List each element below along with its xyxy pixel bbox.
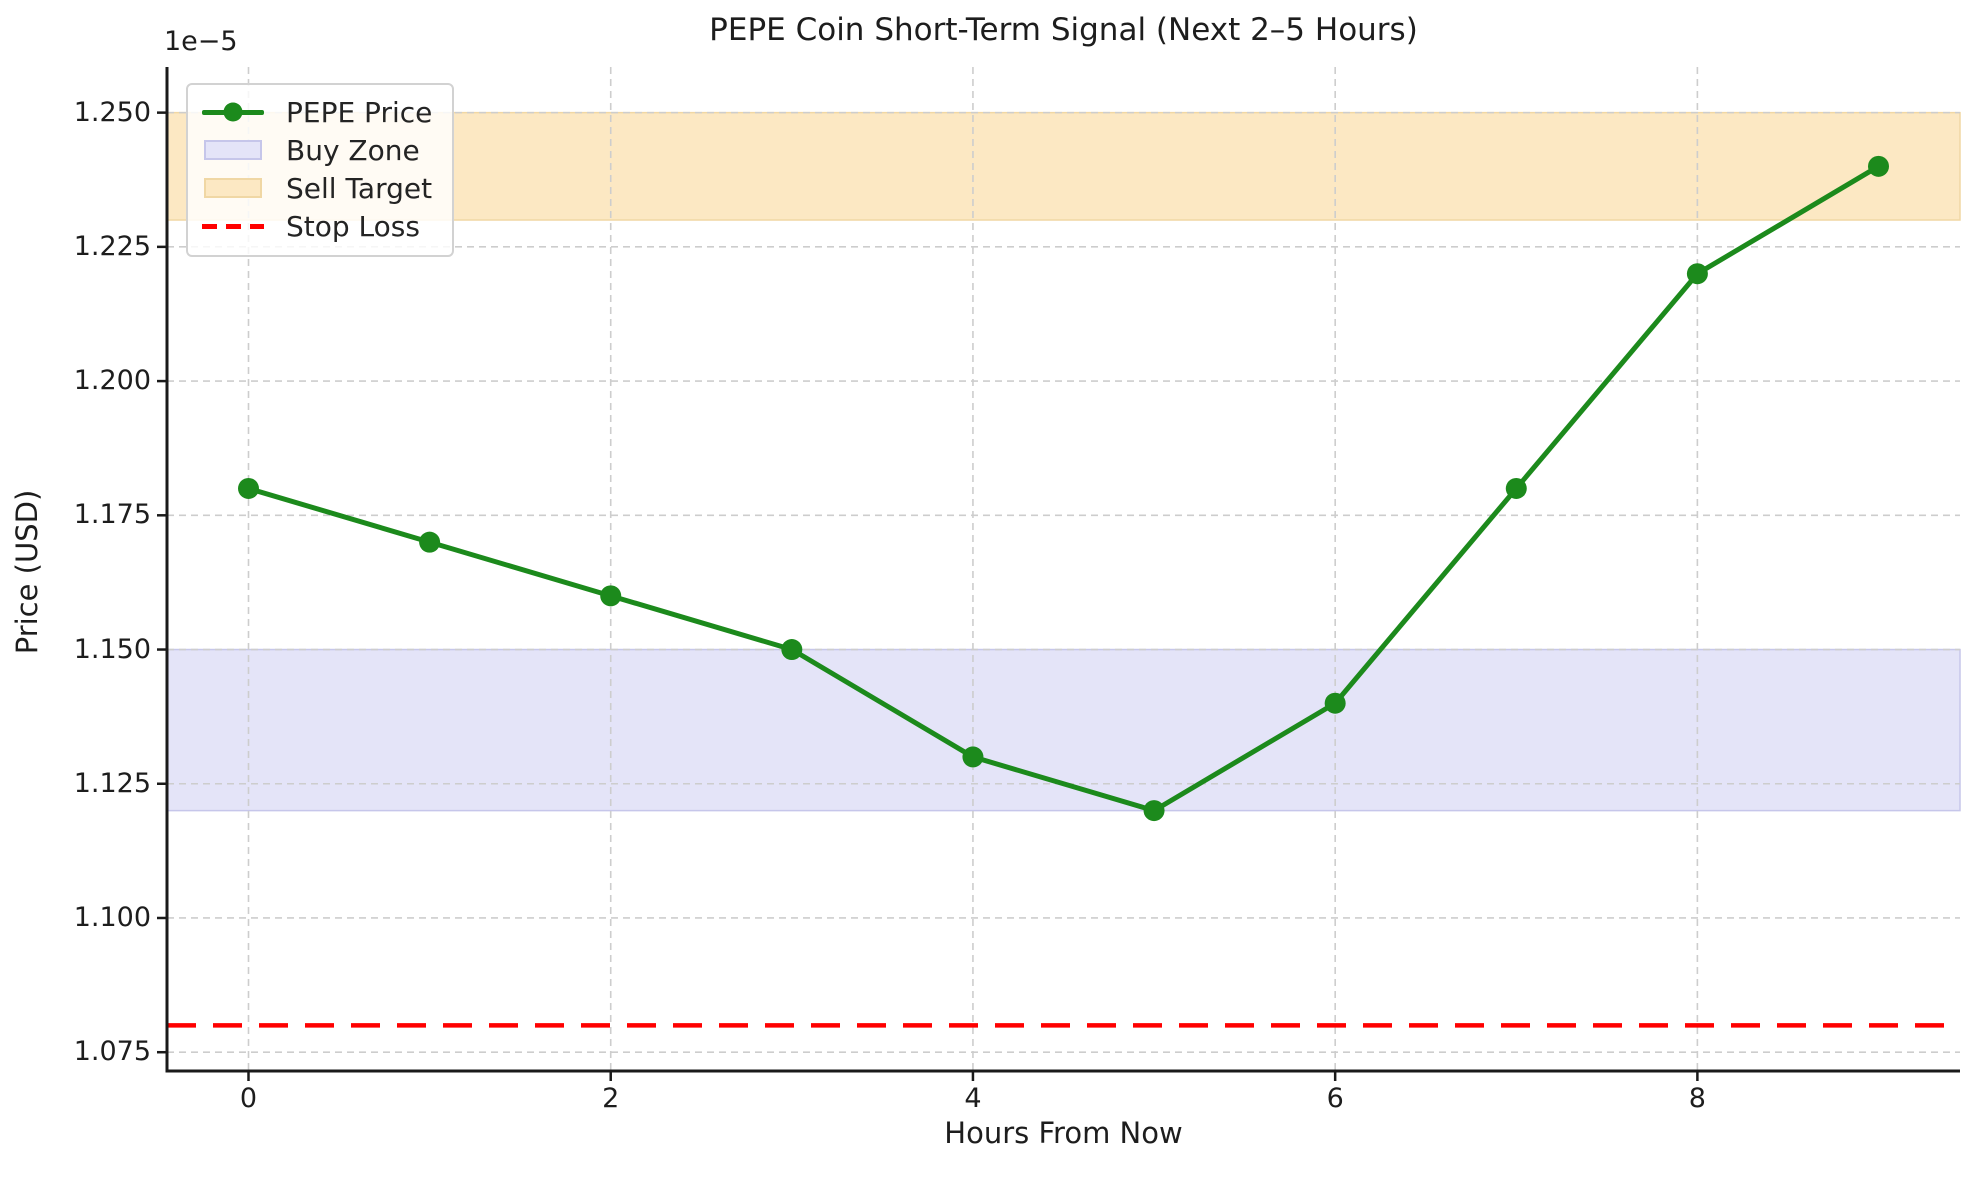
pepe-price-line-swatch-icon (202, 102, 264, 122)
data-point-marker (1868, 155, 1889, 177)
y-tick-label: 1.125 (73, 767, 151, 799)
x-axis-label: Hours From Now (944, 1116, 1183, 1150)
y-tick-label: 1.225 (73, 230, 151, 262)
stop-loss-dash-icon (202, 223, 264, 229)
y-tick-label: 1.150 (73, 633, 151, 665)
y-tick-label: 1.200 (73, 365, 151, 397)
sell-target-patch-icon (202, 178, 264, 198)
y-axis-offset-text: 1e−5 (164, 26, 238, 57)
x-tick-label: 8 (1688, 1083, 1706, 1114)
data-point-marker (1324, 692, 1346, 714)
x-tick-label: 2 (602, 1083, 620, 1114)
legend-label: Buy Zone (286, 133, 420, 167)
legend-label: PEPE Price (286, 95, 433, 129)
legend-item-sell-target: Sell Target (202, 169, 432, 207)
data-point-marker (1143, 800, 1165, 822)
legend-item-buy-zone: Buy Zone (202, 131, 432, 169)
legend-label: Stop Loss (286, 209, 420, 243)
data-point-marker (1686, 263, 1708, 285)
legend: PEPE Price Buy Zone Sell Target Stop Los… (186, 83, 455, 257)
buy-zone-band (166, 648, 1961, 812)
data-point-marker (962, 746, 984, 768)
chart-title: PEPE Coin Short-Term Signal (Next 2–5 Ho… (709, 12, 1418, 48)
x-tick-label: 6 (1326, 1083, 1344, 1114)
data-point-marker (600, 585, 622, 607)
buy-zone-patch-icon (202, 140, 264, 160)
y-tick-label: 1.250 (73, 96, 151, 128)
y-tick-label: 1.075 (73, 1036, 151, 1068)
x-tick-label: 4 (964, 1083, 982, 1114)
sell-target-band (166, 111, 1961, 221)
pepe-price-line (246, 163, 1881, 814)
data-point-marker (238, 477, 259, 499)
data-point-marker (781, 639, 803, 661)
x-tick-label: 0 (239, 1083, 258, 1114)
legend-item-pepe-price: PEPE Price (202, 93, 432, 131)
legend-item-stop-loss: Stop Loss (202, 207, 432, 245)
legend-label: Sell Target (286, 171, 433, 205)
data-point-marker (1505, 477, 1527, 499)
y-tick-label: 1.100 (73, 901, 151, 933)
data-point-marker (419, 531, 441, 553)
y-tick-label: 1.175 (73, 499, 151, 531)
